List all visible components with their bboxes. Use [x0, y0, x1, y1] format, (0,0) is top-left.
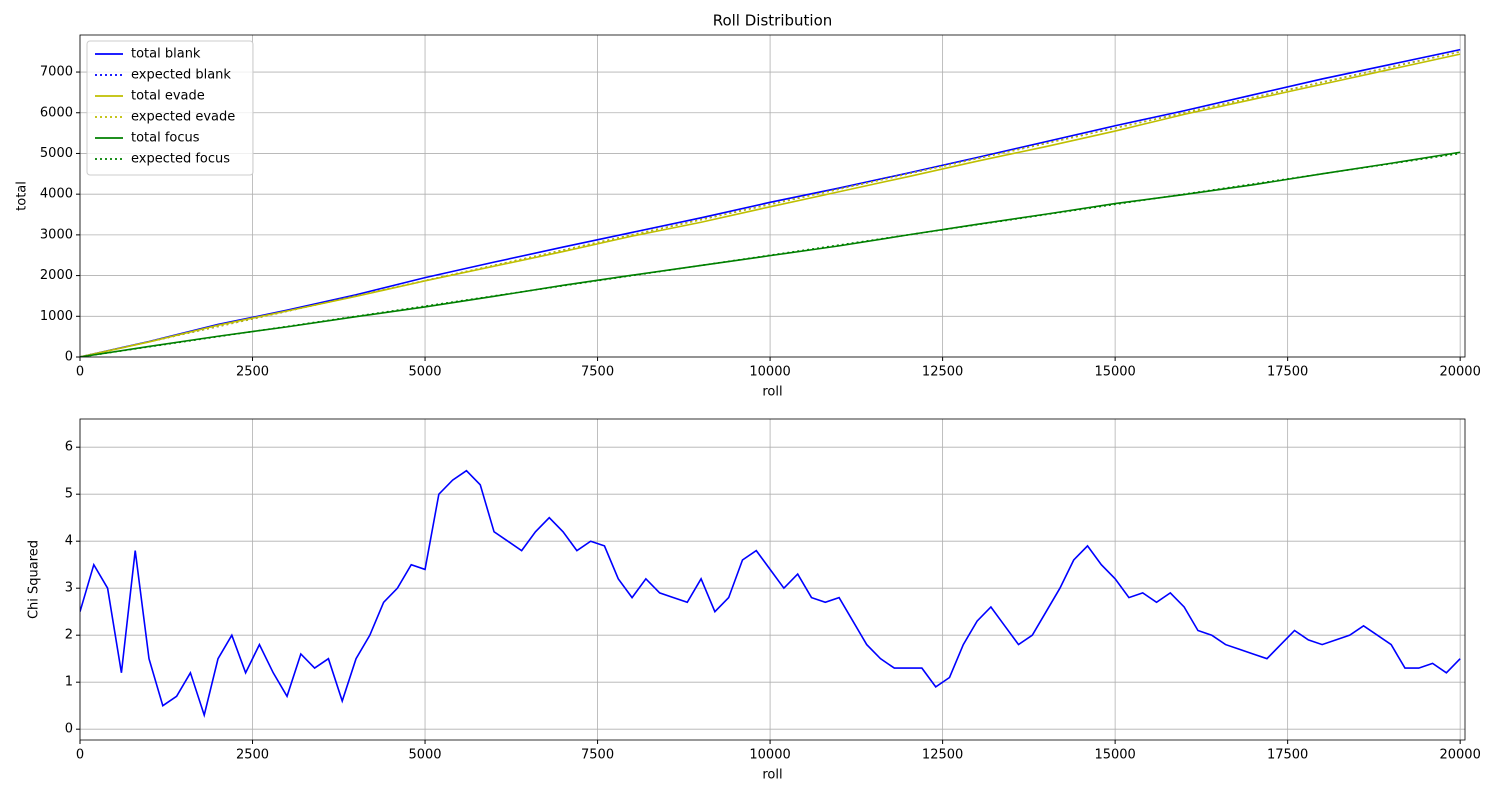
y-tick-label: 0 [65, 722, 73, 737]
x-tick-label: 2500 [236, 365, 269, 380]
legend-label: total focus [131, 131, 200, 146]
y-tick-label: 7000 [40, 65, 73, 80]
x-tick-label: 17500 [1267, 365, 1308, 380]
series-line [80, 151, 1461, 357]
y-tick-label: 5 [65, 487, 73, 502]
y-axis-label: total [15, 181, 30, 211]
legend-label: expected blank [131, 68, 231, 83]
series-line [80, 50, 1461, 357]
x-tick-label: 12500 [922, 365, 963, 380]
legend-label: total evade [131, 89, 205, 104]
x-tick-label: 12500 [922, 748, 963, 763]
chart-title: Roll Distribution [713, 12, 833, 30]
x-tick-label: 10000 [749, 748, 790, 763]
plot-area [80, 35, 1465, 357]
y-tick-label: 6 [65, 440, 73, 455]
legend-label: expected focus [131, 152, 230, 167]
x-tick-label: 10000 [749, 365, 790, 380]
legend-label: total blank [131, 47, 201, 62]
plot-area [80, 419, 1465, 740]
y-tick-label: 6000 [40, 105, 73, 120]
y-tick-label: 2000 [40, 268, 73, 283]
y-tick-label: 0 [65, 350, 73, 365]
y-tick-label: 2 [65, 628, 73, 643]
y-tick-label: 5000 [40, 146, 73, 161]
x-tick-label: 0 [76, 748, 84, 763]
x-axis-label: roll [762, 385, 782, 400]
x-tick-label: 0 [76, 365, 84, 380]
series-line [80, 469, 1461, 719]
y-tick-label: 4000 [40, 187, 73, 202]
legend-box [86, 40, 254, 176]
x-tick-label: 15000 [1094, 748, 1135, 763]
x-tick-label: 20000 [1439, 748, 1480, 763]
plot-frame [79, 34, 1466, 358]
y-tick-label: 1 [65, 675, 73, 690]
y-tick-label: 1000 [40, 309, 73, 324]
series-line [80, 48, 1461, 357]
x-tick-label: 5000 [408, 365, 441, 380]
x-tick-label: 17500 [1267, 748, 1308, 763]
y-tick-label: 3 [65, 581, 73, 596]
y-tick-label: 3000 [40, 227, 73, 242]
x-tick-label: 7500 [581, 365, 614, 380]
x-axis-label: roll [762, 768, 782, 783]
y-axis-label: Chi Squared [27, 540, 42, 619]
legend-label: expected evade [131, 110, 235, 125]
x-tick-label: 15000 [1094, 365, 1135, 380]
x-tick-label: 2500 [236, 748, 269, 763]
x-tick-label: 5000 [408, 748, 441, 763]
plot-frame [79, 418, 1466, 741]
y-tick-label: 4 [65, 534, 73, 549]
x-tick-label: 20000 [1439, 365, 1480, 380]
x-tick-label: 7500 [581, 748, 614, 763]
